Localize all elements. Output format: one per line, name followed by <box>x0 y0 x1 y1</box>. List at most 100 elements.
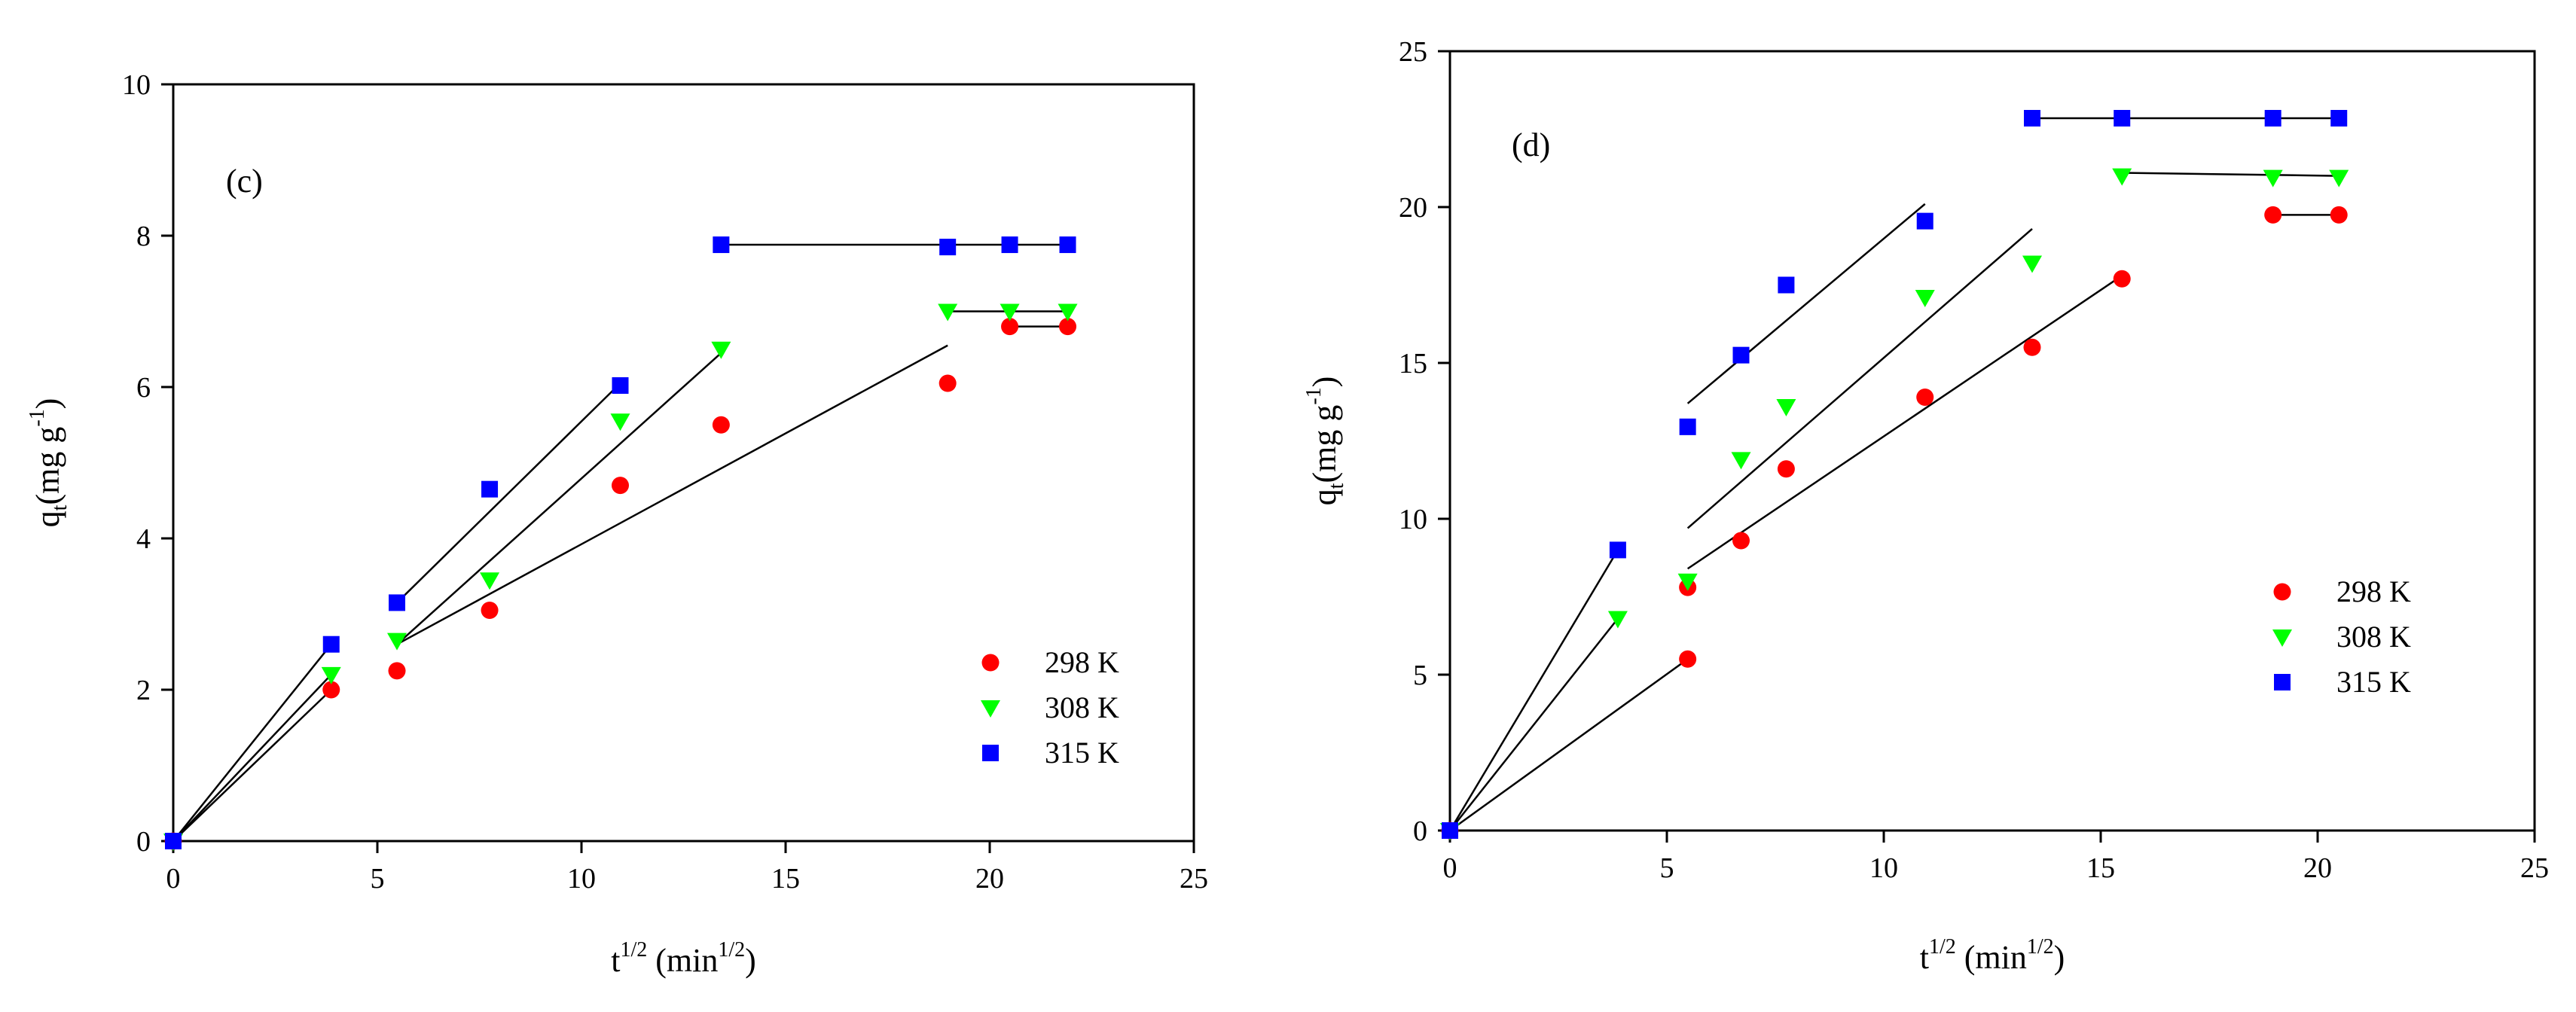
data-point <box>1442 822 1458 839</box>
x-axis-title: t1/2 (min1/2) <box>1920 935 2065 976</box>
x-axis-title-sup: 1/2 <box>1929 935 1956 959</box>
data-point <box>322 636 340 653</box>
x-tick-label: 25 <box>1180 863 1208 895</box>
data-point <box>322 681 340 699</box>
y-tick-label: 0 <box>1413 815 1427 847</box>
data-point <box>938 303 958 322</box>
y-axis-title: qt(mg g-1) <box>1302 376 1348 506</box>
y-axis-title-var: q <box>29 511 66 527</box>
plot-frame <box>1448 50 2536 832</box>
x-tick-label: 10 <box>1869 852 1898 884</box>
legend-label: 315 K <box>1045 736 1119 770</box>
data-point <box>611 477 629 495</box>
fit-line <box>1686 275 2123 570</box>
legend-marker <box>982 745 999 761</box>
legend-marker <box>981 700 1000 718</box>
x-tick-label: 20 <box>975 863 1004 895</box>
y-tick-label: 5 <box>1413 660 1427 691</box>
x-tick-label: 15 <box>771 863 800 895</box>
data-point <box>2264 206 2282 224</box>
y-tick-label: 20 <box>1399 192 1427 224</box>
y-tick-label: 6 <box>136 372 151 404</box>
x-axis-title-unit: (min <box>1956 939 2027 976</box>
data-point <box>387 632 407 651</box>
data-point <box>939 374 957 392</box>
y-tick-label: 2 <box>136 675 151 706</box>
data-point <box>1059 318 1077 336</box>
data-point <box>1679 418 1696 435</box>
y-tick-label: 0 <box>136 826 151 858</box>
data-point <box>388 662 406 680</box>
data-point <box>2023 110 2040 127</box>
y-axis-title: qt(mg g-1) <box>26 398 72 528</box>
legend-label: 315 K <box>2336 665 2411 699</box>
legend-label: 298 K <box>2336 575 2411 608</box>
data-point <box>1778 276 1795 294</box>
panel-label: (c) <box>226 163 263 200</box>
data-point <box>1001 236 1018 254</box>
fit-line <box>172 674 332 842</box>
data-point <box>2113 270 2131 288</box>
data-point <box>1679 650 1697 668</box>
data-point <box>2330 206 2348 224</box>
panel-label: (d) <box>1512 126 1550 163</box>
fit-line <box>2122 172 2339 177</box>
data-point <box>1677 573 1698 591</box>
data-point <box>1000 303 1020 322</box>
y-tick-label: 10 <box>122 69 151 101</box>
data-point <box>480 572 500 590</box>
fit-line <box>396 344 948 645</box>
fit-line <box>1686 203 1926 404</box>
x-axis-title-var: t <box>1920 939 1929 976</box>
fit-line <box>172 643 332 842</box>
y-axis-title-unit: (mg g <box>1306 405 1343 483</box>
x-axis-title-close: ) <box>2054 939 2065 976</box>
fit-line <box>1449 617 1619 831</box>
data-point <box>1776 398 1796 416</box>
data-point <box>1058 303 1078 322</box>
data-point <box>2264 110 2281 127</box>
x-tick-label: 0 <box>166 863 181 895</box>
data-point <box>481 480 499 498</box>
y-axis-title-unit-sup: -1 <box>1302 387 1326 404</box>
x-axis-title-unit-sup: 1/2 <box>718 938 745 962</box>
fit-line <box>396 383 621 604</box>
x-axis-title: t1/2 (min1/2) <box>611 938 756 979</box>
x-tick-label: 10 <box>567 863 596 895</box>
x-tick-label: 25 <box>2520 852 2549 884</box>
x-axis-title-unit: (min <box>647 942 718 979</box>
x-axis-title-close: ) <box>745 942 756 979</box>
data-point <box>1609 541 1626 559</box>
y-axis-title-close: ) <box>29 398 66 410</box>
data-point <box>612 376 629 394</box>
fit-line <box>1448 549 1619 831</box>
y-tick-label: 4 <box>136 523 151 555</box>
data-point <box>1915 290 1935 308</box>
data-point <box>2329 169 2349 187</box>
x-tick-label: 5 <box>371 863 385 895</box>
x-tick-label: 15 <box>2086 852 2115 884</box>
data-point <box>1732 532 1750 550</box>
legend-label: 308 K <box>1045 690 1119 724</box>
legend-label: 298 K <box>1045 645 1119 679</box>
legend-marker <box>2272 629 2292 647</box>
legend-label: 308 K <box>2336 620 2411 654</box>
legend-marker <box>2274 674 2291 690</box>
data-point <box>1731 452 1751 470</box>
data-point <box>1777 460 1795 478</box>
data-point <box>1607 611 1628 629</box>
data-point <box>481 601 499 619</box>
data-point <box>713 236 730 254</box>
fit-line <box>1686 228 2033 529</box>
y-axis-title-close: ) <box>1306 376 1343 388</box>
fit-line <box>172 689 332 842</box>
x-axis-title-var: t <box>611 942 620 979</box>
y-tick-label: 8 <box>136 221 151 252</box>
data-point <box>2330 110 2348 127</box>
fit-line <box>396 352 722 645</box>
y-tick-label: 25 <box>1399 36 1427 68</box>
data-point <box>711 341 731 359</box>
